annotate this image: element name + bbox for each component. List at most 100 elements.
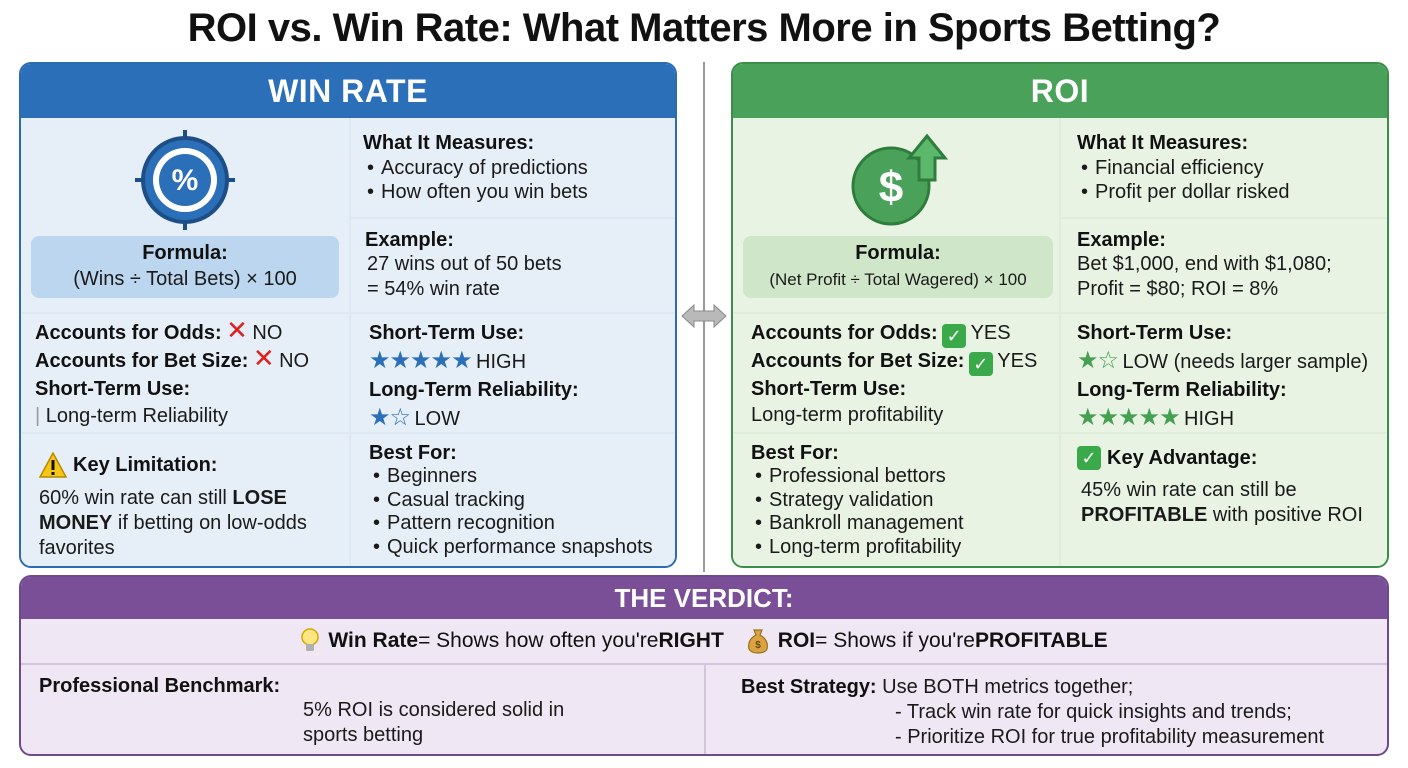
- svg-text:$: $: [879, 163, 903, 212]
- list-item: Quick performance snapshots: [373, 536, 675, 560]
- list-item: How often you win bets: [367, 181, 675, 205]
- long-term-value: LOW: [414, 408, 461, 430]
- roi-best-for-cell: Best For: Professional bettors Strategy …: [733, 434, 1059, 566]
- money-bag-icon: $: [747, 629, 768, 654]
- long-term-value: HIGH: [1184, 408, 1235, 430]
- verdict-roi-text: = Shows if you're: [815, 629, 975, 652]
- verdict-panel: THE VERDICT: Win Rate = Shows how often …: [19, 575, 1389, 756]
- verdict-header: THE VERDICT:: [21, 577, 1387, 619]
- lightbulb-icon: [301, 628, 320, 651]
- list-item: Pattern recognition: [373, 512, 675, 536]
- percent-target-icon: %: [135, 130, 235, 230]
- key-limitation-cell: Key Limitation: 60% win rate can still L…: [21, 434, 349, 566]
- x-mark-icon: ✕: [226, 315, 248, 345]
- star-rating-icon: ★☆: [369, 404, 411, 431]
- long-term-text: Long-term profitability: [751, 404, 944, 426]
- example-line: Profit = $80; ROI = 8%: [1077, 278, 1279, 300]
- limitation-title: Key Limitation:: [73, 453, 218, 476]
- benchmark-section: Professional Benchmark: 5% ROI is consid…: [39, 675, 699, 748]
- roi-panel: ROI $ Formula: (Net Profit ÷ Total Wager…: [731, 62, 1389, 568]
- verdict-divider: [704, 665, 706, 754]
- check-icon: ✓: [968, 352, 993, 376]
- short-term-title: Short-Term Use:: [1077, 322, 1233, 344]
- short-term-label: Short-Term Use:: [35, 378, 191, 400]
- svg-text:%: %: [172, 164, 199, 197]
- advantage-title: Key Advantage:: [1107, 446, 1258, 469]
- limitation-text-end: if betting on low-odds favorites: [39, 512, 307, 559]
- formula-label: Formula:: [855, 242, 941, 264]
- short-term-label: Short-Term Use:: [751, 378, 907, 400]
- odds-label: Accounts for Odds:: [751, 322, 938, 344]
- x-mark-icon: ✕: [252, 343, 275, 373]
- double-arrow-icon: [681, 303, 727, 329]
- odds-value: NO: [252, 322, 283, 344]
- roi-accounts-cell: Accounts for Odds: ✓ YES Accounts for Be…: [733, 314, 1059, 432]
- roi-example-cell: Example: Bet $1,000, end with $1,080; Pr…: [1061, 219, 1387, 312]
- measures-title: What It Measures:: [1077, 132, 1249, 154]
- star-rating-icon: ★★★★★: [369, 347, 473, 374]
- advantage-text: 45% win rate can still be: [1081, 479, 1297, 501]
- best-for-title: Best For:: [751, 442, 839, 464]
- verdict-roi-end: PROFITABLE: [974, 629, 1108, 652]
- check-icon: ✓: [942, 324, 967, 348]
- formula-label: Formula:: [142, 242, 228, 264]
- benchmark-line: 5% ROI is considered solid in: [303, 699, 565, 721]
- roi-header: ROI: [733, 64, 1387, 118]
- betsize-label: Accounts for Bet Size:: [35, 350, 249, 372]
- benchmark-title: Professional Benchmark:: [39, 675, 281, 697]
- strategy-text: Use BOTH metrics together;: [876, 676, 1134, 698]
- win-rate-panel: WIN RATE % Formula: (Wins ÷ Total Bets) …: [19, 62, 677, 568]
- betsize-label: Accounts for Bet Size:: [751, 350, 965, 372]
- svg-text:$: $: [755, 640, 761, 651]
- list-item: Professional bettors: [755, 465, 1059, 489]
- example-title: Example:: [365, 229, 454, 251]
- limitation-text: 60% win rate can still: [39, 487, 233, 509]
- roi-measures-cell: What It Measures: Financial efficiency P…: [1061, 118, 1387, 217]
- win-rate-best-for-cell: Best For: Beginners Casual tracking Patt…: [351, 434, 675, 566]
- strategy-title: Best Strategy:: [741, 676, 877, 698]
- advantage-text-end: with positive ROI: [1207, 504, 1363, 526]
- win-rate-header: WIN RATE: [21, 64, 675, 118]
- win-rate-example-cell: Example: 27 wins out of 50 bets = 54% wi…: [351, 219, 675, 312]
- strategy-section: Best Strategy: Use BOTH metrics together…: [741, 675, 1381, 750]
- betsize-value: YES: [997, 350, 1038, 372]
- formula-text: (Net Profit ÷ Total Wagered) × 100: [769, 270, 1027, 289]
- benchmark-line: sports betting: [303, 724, 424, 746]
- limitation-bold: LOSE MONEY: [39, 487, 287, 534]
- example-line: 27 wins out of 50 bets: [367, 253, 562, 275]
- list-item: Accuracy of predictions: [367, 157, 675, 181]
- best-for-title: Best For:: [369, 442, 457, 464]
- strategy-line: - Track win rate for quick insights and …: [895, 701, 1292, 723]
- page-title: ROI vs. Win Rate: What Matters More in S…: [187, 6, 1221, 50]
- verdict-roi-label: ROI: [777, 629, 816, 652]
- win-rate-reliability-cell: Short-Term Use: ★★★★★ HIGH Long-Term Rel…: [351, 314, 675, 432]
- formula-text: (Wins ÷ Total Bets) × 100: [73, 268, 297, 290]
- list-item: Bankroll management: [755, 512, 1059, 536]
- warning-icon: [39, 452, 67, 478]
- long-term-title: Long-Term Reliability:: [1077, 379, 1287, 401]
- key-advantage-cell: ✓ Key Advantage: 45% win rate can still …: [1061, 434, 1387, 566]
- verdict-win-rate-end: RIGHT: [658, 629, 724, 652]
- dollar-up-arrow-icon: $: [851, 133, 949, 226]
- short-term-title: Short-Term Use:: [369, 322, 525, 344]
- strategy-line: - Prioritize ROI for true profitability …: [895, 726, 1325, 748]
- short-term-value: HIGH: [476, 351, 527, 373]
- star-rating-icon: ★☆: [1077, 347, 1119, 374]
- list-item: Long-term profitability: [755, 536, 1059, 560]
- win-rate-formula-cell: % Formula: (Wins ÷ Total Bets) × 100: [21, 118, 349, 312]
- check-icon: ✓: [1077, 446, 1101, 470]
- long-term-title: Long-Term Reliability:: [369, 379, 579, 401]
- verdict-win-rate-text: = Shows how often you're: [418, 629, 659, 652]
- list-item: Financial efficiency: [1081, 157, 1387, 181]
- list-item: Profit per dollar risked: [1081, 181, 1387, 205]
- list-item: Strategy validation: [755, 489, 1059, 513]
- verdict-summary: Win Rate = Shows how often you're RIGHT …: [21, 619, 1387, 665]
- advantage-bold: PROFITABLE: [1081, 504, 1208, 526]
- betsize-value: NO: [279, 350, 310, 372]
- list-item: Casual tracking: [373, 489, 675, 513]
- star-rating-icon: ★★★★★: [1077, 404, 1181, 431]
- short-term-value: LOW (needs larger sample): [1122, 351, 1369, 373]
- example-title: Example:: [1077, 229, 1166, 251]
- roi-formula-cell: $ Formula: (Net Profit ÷ Total Wagered) …: [733, 118, 1059, 312]
- list-item: Beginners: [373, 465, 675, 489]
